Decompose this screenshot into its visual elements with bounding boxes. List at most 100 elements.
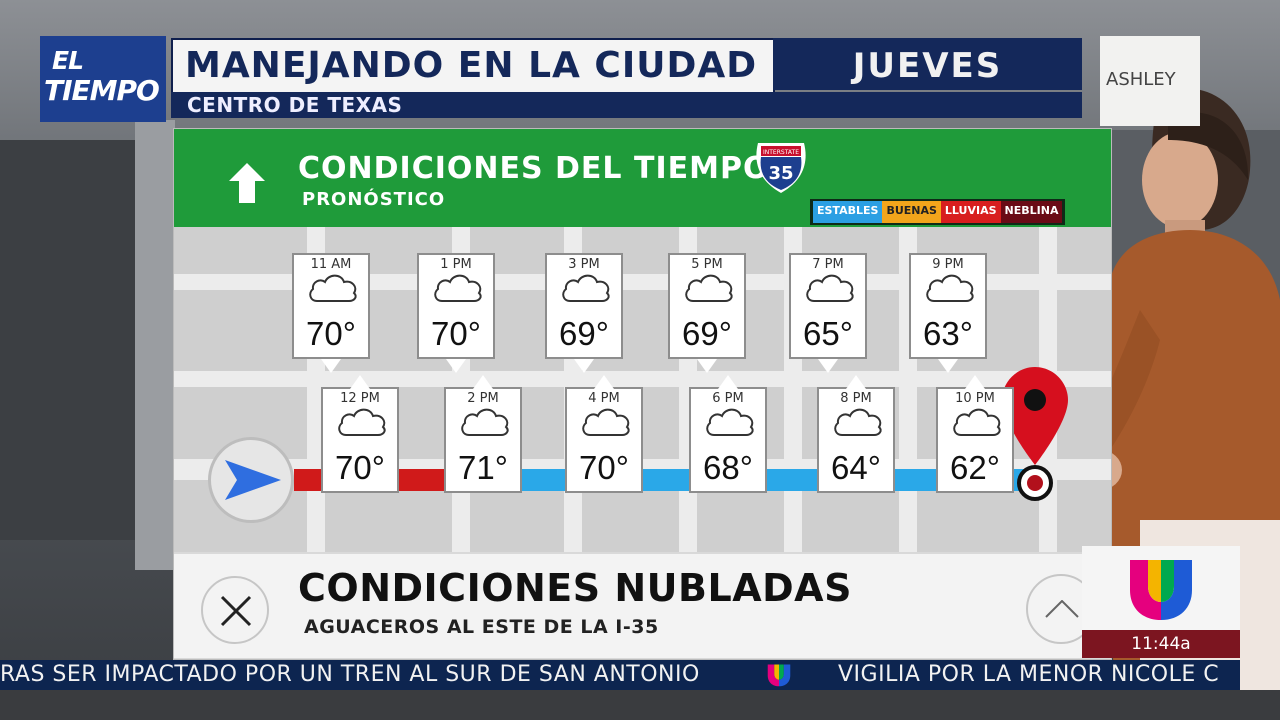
page-title: MANEJANDO EN LA CIUDAD: [185, 45, 758, 86]
cloud-icon: [951, 405, 1003, 441]
forecast-time: 7 PM: [812, 257, 844, 272]
map-street: [174, 274, 1111, 290]
forecast-card: 1 PM 70°: [417, 253, 495, 373]
forecast-card: 7 PM 65°: [789, 253, 867, 373]
news-ticker: RAS SER IMPACTADO POR UN TREN AL SUR DE …: [0, 660, 1240, 690]
forecast-time: 10 PM: [955, 391, 995, 406]
panel-header: CONDICIONES DEL TIEMPO PRONÓSTICO INTERS…: [174, 129, 1111, 227]
card-pointer: [446, 359, 466, 373]
legend-estables: ESTABLES: [813, 201, 883, 223]
forecast-time: 2 PM: [467, 391, 499, 406]
region-label: CENTRO DE TEXAS: [187, 93, 403, 117]
card-pointer: [965, 375, 985, 389]
chevron-up-icon: [1045, 600, 1079, 618]
cloud-icon: [560, 271, 612, 307]
forecast-card: 5 PM 69°: [668, 253, 746, 373]
forecast-temp: 69°: [682, 315, 732, 352]
day-label: JUEVES: [852, 46, 1003, 86]
forecast-time: 1 PM: [440, 257, 472, 272]
forecast-time: 6 PM: [712, 391, 744, 406]
bottom-strip: [0, 690, 1280, 720]
route-start-button[interactable]: [208, 437, 294, 523]
panel-title: CONDICIONES DEL TIEMPO: [298, 151, 770, 186]
ticker-item: VIGILIA POR LA MENOR NICOLE C: [838, 662, 1220, 687]
traffic-weather-panel: CONDICIONES DEL TIEMPO PRONÓSTICO INTERS…: [173, 128, 1112, 660]
forecast-card: 11 AM 70°: [292, 253, 370, 373]
forecast-temp: 70°: [431, 315, 481, 352]
univision-logo: [1082, 546, 1240, 632]
info-bar: CONDICIONES NUBLADAS AGUACEROS AL ESTE D…: [174, 554, 1111, 658]
conditions-legend: ESTABLES BUENAS LLUVIAS NEBLINA: [810, 199, 1066, 225]
forecast-card: 8 PM 64°: [817, 375, 895, 493]
forecast-temp: 62°: [950, 449, 1000, 486]
forecast-temp: 70°: [335, 449, 385, 486]
sponsor-logo: ASHLEY: [1100, 36, 1200, 126]
univision-ticker-icon: [767, 664, 791, 687]
el-tiempo-logo: EL TIEMPO: [40, 36, 166, 122]
clock: 11:44a: [1082, 630, 1240, 658]
studio-column: [135, 120, 175, 570]
cloud-icon: [459, 405, 511, 441]
cloud-icon: [683, 271, 735, 307]
card-pointer: [473, 375, 493, 389]
cloud-icon: [832, 405, 884, 441]
route-map: 11 AM 70° 1 PM 70° 3 PM 69° 5 PM 69° 7 PM 65° 9 PM…: [174, 227, 1111, 552]
forecast-card: 9 PM 63°: [909, 253, 987, 373]
forecast-temp: 65°: [803, 315, 853, 352]
cloud-icon: [580, 405, 632, 441]
card-pointer: [718, 375, 738, 389]
forecast-temp: 64°: [831, 449, 881, 486]
cloud-icon: [336, 405, 388, 441]
shield-label: INTERSTATE: [763, 149, 799, 156]
card-pointer: [818, 359, 838, 373]
card-pointer: [594, 375, 614, 389]
cloud-icon: [704, 405, 756, 441]
studio-window: [0, 140, 140, 540]
forecast-card: 12 PM 70°: [321, 375, 399, 493]
destination-pin-icon: [1002, 367, 1068, 501]
region-bar: CENTRO DE TEXAS: [171, 92, 1082, 118]
forecast-temp: 70°: [579, 449, 629, 486]
cloud-icon: [804, 271, 856, 307]
sponsor-name: ASHLEY: [1106, 69, 1176, 90]
ticker-item: RAS SER IMPACTADO POR UN TREN AL SUR DE …: [0, 662, 700, 687]
cloud-icon: [432, 271, 484, 307]
navigation-arrow-icon: [225, 460, 281, 500]
forecast-temp: 70°: [306, 315, 356, 352]
legend-buenas: BUENAS: [882, 201, 941, 223]
forecast-temp: 63°: [923, 315, 973, 352]
univision-icon: [1130, 560, 1192, 620]
forecast-temp: 69°: [559, 315, 609, 352]
title-bar: MANEJANDO EN LA CIUDAD: [171, 38, 775, 94]
forecast-time: 3 PM: [568, 257, 600, 272]
forecast-time: 4 PM: [588, 391, 620, 406]
forecast-card: 6 PM 68°: [689, 375, 767, 493]
card-pointer: [846, 375, 866, 389]
logo-text-tiempo: TIEMPO: [44, 74, 160, 107]
legend-neblina: NEBLINA: [1000, 201, 1063, 223]
day-bar: JUEVES: [773, 38, 1082, 90]
logo-text-el: EL: [52, 46, 84, 75]
up-arrow-icon: [229, 163, 265, 203]
card-pointer: [321, 359, 341, 373]
map-street: [174, 371, 1111, 387]
panel-subtitle: PRONÓSTICO: [302, 189, 446, 210]
cloud-icon: [307, 271, 359, 307]
forecast-time: 12 PM: [340, 391, 380, 406]
forecast-temp: 68°: [703, 449, 753, 486]
forecast-card: 10 PM 62°: [936, 375, 1014, 493]
conditions-title: CONDICIONES NUBLADAS: [298, 566, 852, 610]
legend-lluvias: LLUVIAS: [940, 201, 1001, 223]
forecast-temp: 71°: [458, 449, 508, 486]
forecast-time: 8 PM: [840, 391, 872, 406]
forecast-time: 5 PM: [691, 257, 723, 272]
card-pointer: [574, 359, 594, 373]
forecast-card: 4 PM 70°: [565, 375, 643, 493]
card-pointer: [697, 359, 717, 373]
close-button[interactable]: [201, 576, 269, 644]
forecast-time: 11 AM: [310, 257, 352, 272]
forecast-card: 3 PM 69°: [545, 253, 623, 373]
shield-number: 35: [768, 163, 793, 184]
forecast-time: 9 PM: [932, 257, 964, 272]
forecast-card: 2 PM 71°: [444, 375, 522, 493]
